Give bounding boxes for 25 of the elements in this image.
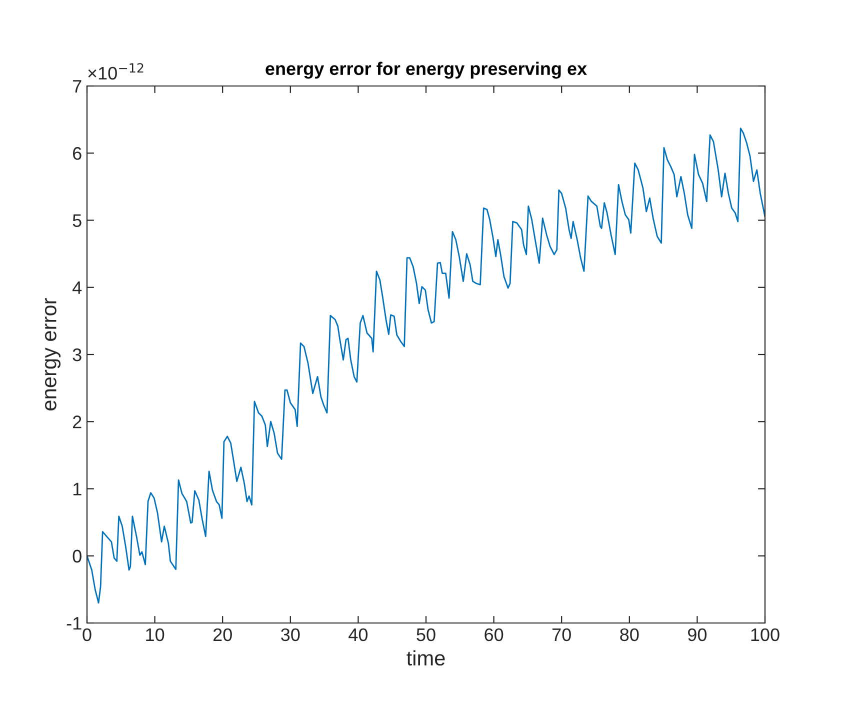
x-tick-label: 50 <box>416 628 436 642</box>
x-tick-label: 60 <box>484 628 504 642</box>
x-tick-label: 40 <box>348 628 368 642</box>
y-tick-label: 5 <box>72 214 82 227</box>
x-tick-label: 90 <box>688 628 707 642</box>
x-tick-label: 70 <box>552 628 571 642</box>
y-tick-label: -1 <box>66 617 82 630</box>
x-tick-label: 30 <box>281 628 300 642</box>
text: ×10$^{−12}$ <box>88 63 144 80</box>
x-tick-label: 80 <box>620 628 639 642</box>
y-tick-label: 2 <box>73 416 82 428</box>
x-tick-label: 100 <box>751 628 780 642</box>
line-series <box>87 128 765 604</box>
x-tick-label: 20 <box>213 628 232 642</box>
y-tick-label: 1 <box>73 482 82 496</box>
x-tick-label: 10 <box>146 628 164 642</box>
x-axis-title: time <box>406 650 445 666</box>
y-tick-label: 7 <box>73 80 82 93</box>
y-axis-title: energy error <box>44 298 61 410</box>
chart-title: energy error for energy preserving ex <box>266 62 587 79</box>
y-tick-label: 6 <box>73 147 82 160</box>
y-tick-label: 3 <box>72 348 82 362</box>
y-tick-label: 0 <box>72 550 82 563</box>
y-tick-label: 4 <box>72 281 82 294</box>
x-tick-label: 0 <box>82 628 92 642</box>
